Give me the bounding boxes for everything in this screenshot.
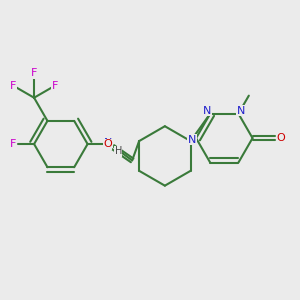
Text: N: N: [188, 135, 196, 145]
Text: O: O: [103, 139, 112, 149]
Text: H: H: [115, 146, 122, 157]
Text: F: F: [52, 80, 59, 91]
Text: N: N: [237, 106, 245, 116]
Text: F: F: [10, 80, 16, 91]
Text: N: N: [104, 138, 112, 148]
Text: F: F: [31, 68, 37, 78]
Text: F: F: [10, 139, 16, 149]
Text: N: N: [203, 106, 212, 116]
Text: O: O: [276, 133, 285, 143]
